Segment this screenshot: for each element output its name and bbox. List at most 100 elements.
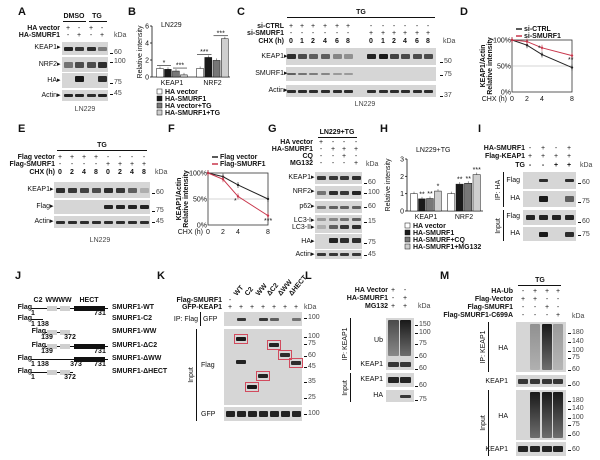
blot-image: [386, 373, 414, 387]
panel-label-a: A: [18, 6, 26, 18]
bar: [221, 38, 229, 78]
band: [63, 94, 73, 97]
mw-marker: 75: [582, 198, 590, 205]
band: [236, 317, 246, 321]
blot-image: [523, 191, 576, 207]
residue-number: 373: [70, 361, 82, 368]
bar: [180, 74, 188, 78]
highlight-box: [256, 371, 270, 381]
construct-name: SMURF1-WW: [112, 328, 157, 335]
band: [328, 190, 338, 195]
significance-label: **: [427, 191, 433, 198]
mw-marker: 100: [308, 314, 320, 321]
mw-tick: [364, 193, 367, 194]
residue-number: 1: [31, 310, 35, 317]
mw-tick: [568, 351, 571, 352]
band: [74, 46, 84, 51]
dmso-header: DMSO: [63, 13, 85, 20]
domain-ww: [47, 329, 57, 335]
condition-sign: +: [353, 160, 359, 167]
dmso-underline: [63, 21, 86, 22]
legend-swatch: [156, 109, 163, 116]
band: [127, 220, 137, 224]
condition-sign: +: [299, 23, 305, 30]
significance-label: **: [457, 177, 463, 184]
band: [339, 225, 349, 229]
band: [297, 54, 307, 59]
mw-marker: 100: [368, 189, 380, 196]
condition-sign: -: [118, 154, 122, 161]
condition-label: CHX (h): [29, 169, 55, 176]
y-tick-label: 4: [145, 41, 149, 48]
construct-backbone: [31, 359, 108, 360]
condition-sign: +: [322, 23, 328, 30]
cell-line-label: LN229: [89, 237, 111, 244]
band: [400, 89, 410, 93]
section-bracket: [503, 172, 504, 207]
band: [269, 343, 279, 347]
blot-image: [523, 210, 576, 225]
legend-label: HA vector+TG: [165, 103, 212, 110]
significance-label: ***: [176, 63, 184, 70]
blot-image: [54, 200, 150, 214]
legend-swatch: [156, 95, 163, 102]
mw-marker: 180: [572, 329, 584, 336]
y-tick-label: 0%: [197, 223, 207, 230]
condition-sign: -: [533, 312, 537, 319]
blot-label: KEAP1: [485, 446, 508, 453]
condition-label: MG132: [365, 303, 388, 310]
condition-sign: +: [288, 23, 294, 30]
band: [291, 361, 301, 365]
mw-tick: [440, 62, 443, 63]
band: [258, 317, 268, 321]
arrow-icon: ▸: [311, 217, 315, 224]
condition-sign: +: [57, 154, 63, 161]
mw-marker: 180: [572, 397, 584, 404]
condition-sign: +: [227, 304, 233, 311]
arrow-icon: ▸: [284, 70, 288, 77]
condition-label: HA vector: [27, 25, 60, 32]
mw-tick: [304, 337, 307, 338]
band: [236, 337, 246, 341]
mw-marker: 60: [582, 179, 590, 186]
condition-sign: +: [88, 25, 94, 32]
residue-number: 138: [37, 361, 49, 368]
condition-sign: +: [81, 154, 87, 161]
residue-number: 731: [94, 361, 106, 368]
condition-label: CHX (h): [258, 38, 284, 45]
condition-sign: +: [380, 30, 386, 37]
construct-name: SMURF1-ΔWW: [112, 355, 162, 362]
x-axis-label: CHX (h): [178, 229, 203, 236]
mw-marker: 60: [368, 203, 376, 210]
band: [86, 46, 96, 51]
mw-marker: 45: [368, 251, 376, 258]
y-tick-label: 0: [145, 75, 149, 82]
band: [553, 392, 563, 438]
condition-label: Flag-SMURF1: [9, 161, 56, 168]
mw-marker: 60: [572, 446, 580, 453]
condition-sign: +: [540, 145, 546, 152]
mw-marker: 75: [368, 239, 376, 246]
mw-marker: 100: [572, 347, 584, 354]
condition-sign: 8: [142, 169, 146, 176]
mw-marker: 75: [444, 71, 452, 78]
condition-sign: 2: [392, 38, 396, 45]
condition-sign: +: [65, 25, 71, 32]
band: [530, 446, 540, 452]
arrow-icon: ▸: [57, 92, 61, 99]
mw-marker: 75: [419, 396, 427, 403]
band: [63, 61, 73, 68]
mw-tick: [415, 357, 418, 358]
domain-label-c2: C2: [33, 297, 43, 304]
condition-sign: +: [334, 23, 340, 30]
blot-label: Flag: [506, 177, 520, 184]
condition-sign: +: [260, 304, 266, 311]
condition-sign: -: [331, 153, 335, 160]
mw-tick: [364, 222, 367, 223]
bar: [212, 60, 221, 78]
blot-image: [224, 312, 302, 326]
condition-sign: +: [76, 32, 82, 39]
mw-marker: 140: [572, 405, 584, 412]
condition-sign: 4: [323, 38, 327, 45]
bar: [455, 183, 464, 212]
